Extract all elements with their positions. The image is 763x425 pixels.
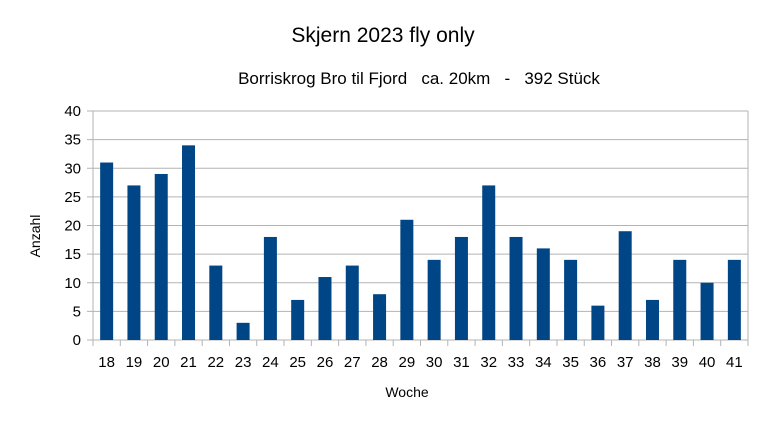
y-tick-label: 15 (64, 246, 81, 263)
y-tick-label: 40 (64, 103, 81, 120)
bar-week-38 (645, 299, 659, 340)
x-tick-label: 34 (535, 354, 552, 371)
bar-week-32 (482, 185, 496, 340)
bars (100, 145, 741, 340)
plot-area: 0 5 10 15 20 25 30 35 40 18 19 20 21 22 23 24 25 26 27 28 2… (64, 103, 749, 371)
y-tick-label: 20 (64, 218, 81, 235)
bar-week-41 (727, 259, 741, 340)
bar-week-30 (427, 259, 441, 340)
x-tick-label: 37 (617, 354, 634, 371)
x-tick-label: 19 (126, 354, 143, 371)
x-tick-label: 31 (453, 354, 470, 371)
bar-week-21 (182, 145, 196, 340)
bar-week-31 (454, 236, 468, 340)
x-tick-label: 38 (644, 354, 661, 371)
bar-week-34 (536, 248, 550, 340)
y-tick-label: 35 (64, 132, 81, 149)
x-tick-label: 23 (235, 354, 252, 371)
bar-week-24 (263, 236, 277, 340)
bar-week-22 (209, 265, 223, 340)
x-tick-label: 22 (207, 354, 224, 371)
y-tick-label: 30 (64, 160, 81, 177)
bar-week-40 (700, 282, 714, 340)
bar-week-25 (291, 299, 305, 340)
y-axis-title: Anzahl (27, 215, 43, 258)
bar-week-18 (100, 162, 114, 340)
y-tick-label: 10 (64, 275, 81, 292)
x-tick-label: 32 (480, 354, 497, 371)
x-tick-label: 26 (317, 354, 334, 371)
bar-week-36 (591, 305, 605, 340)
bar-week-27 (345, 265, 359, 340)
bar-week-19 (127, 185, 141, 340)
x-tick-label: 28 (371, 354, 388, 371)
x-axis-ticks: 18 19 20 21 22 23 24 25 26 27 28 29 30 31 32 33 34 35 36 37… (98, 354, 742, 371)
bar-week-20 (154, 173, 168, 340)
x-tick-label: 27 (344, 354, 361, 371)
x-tick-label: 30 (426, 354, 443, 371)
bar-week-39 (673, 259, 687, 340)
bar-week-37 (618, 231, 632, 340)
bar-week-29 (400, 219, 414, 340)
y-tick-label: 25 (64, 189, 81, 206)
x-tick-label: 20 (153, 354, 170, 371)
bar-week-33 (509, 236, 523, 340)
x-axis-title: Woche (385, 384, 429, 400)
bar-week-23 (236, 322, 250, 340)
x-tick-label: 39 (671, 354, 688, 371)
y-tick-label: 5 (73, 303, 81, 320)
x-tick-label: 33 (508, 354, 525, 371)
chart-title: Skjern 2023 fly only (291, 24, 475, 47)
bar-week-35 (564, 259, 578, 340)
y-tick-label: 0 (73, 332, 81, 349)
bar-week-28 (373, 294, 387, 340)
y-axis-ticks: 0 5 10 15 20 25 30 35 40 (64, 103, 81, 349)
x-tick-label: 36 (590, 354, 607, 371)
grid-lines (87, 110, 749, 346)
chart-subtitle: Borriskrog Bro til Fjord ca. 20km - 392 … (238, 69, 600, 88)
bar-week-26 (318, 277, 332, 340)
x-tick-label: 29 (399, 354, 416, 371)
x-tick-label: 40 (699, 354, 716, 371)
x-tick-label: 25 (289, 354, 306, 371)
x-tick-label: 35 (562, 354, 579, 371)
x-tick-label: 41 (726, 354, 743, 371)
x-tick-label: 21 (180, 354, 197, 371)
x-tick-label: 18 (98, 354, 115, 371)
x-tick-label: 24 (262, 354, 279, 371)
